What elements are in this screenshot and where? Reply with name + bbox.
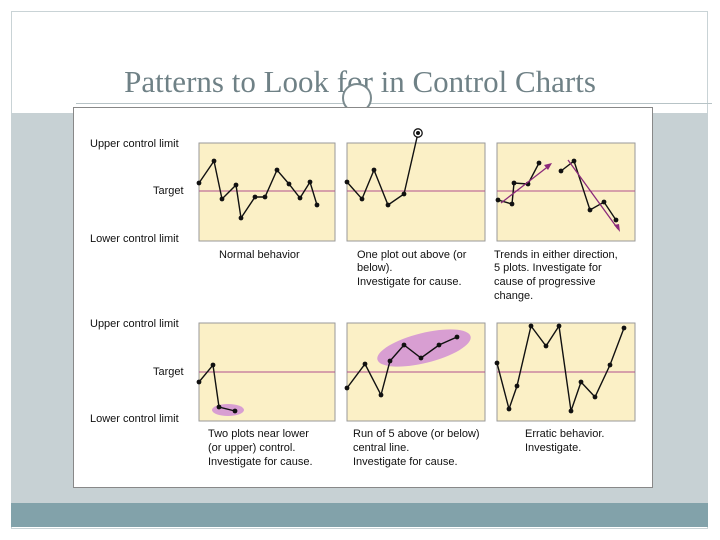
- outlier-point: [416, 131, 420, 135]
- data-point: [587, 207, 593, 213]
- panel-trends-box: [496, 142, 636, 242]
- data-point: [196, 379, 202, 385]
- panel-caption-line: central line.: [353, 442, 409, 454]
- series-line: [198, 159, 318, 220]
- panel-caption-line: (or upper) control.: [208, 442, 295, 454]
- data-point: [196, 180, 202, 186]
- data-point: [401, 342, 407, 348]
- panel-caption-line: change.: [494, 290, 533, 302]
- data-point: [578, 379, 584, 385]
- data-point: [297, 195, 303, 201]
- data-point: [219, 196, 225, 202]
- data-point: [592, 394, 598, 400]
- panel-caption-line: One plot out above (or: [357, 249, 467, 261]
- control-chart-svg: Upper control limit Target Lower control…: [90, 128, 636, 468]
- panel-one-out: One plot out above (or below). Investiga…: [344, 128, 486, 288]
- panel-caption-line: Investigate for cause.: [208, 456, 313, 468]
- upper-limit-label-top: Upper control limit: [90, 138, 179, 150]
- panel-caption-line: Normal behavior: [219, 249, 300, 261]
- data-point: [378, 392, 384, 398]
- data-point: [509, 201, 515, 207]
- data-point: [232, 408, 238, 414]
- highlight-region: [377, 329, 471, 367]
- panel-caption-line: Investigate.: [525, 442, 581, 454]
- series-line: [346, 132, 419, 207]
- data-point: [528, 323, 534, 329]
- data-point: [418, 355, 424, 361]
- data-point: [387, 358, 393, 364]
- target-label-bottom: Target: [153, 366, 184, 378]
- panel-two-near: Two plots near lower (or upper) control.…: [196, 322, 336, 468]
- panel-run-five: Run of 5 above (or below) central line. …: [344, 322, 486, 468]
- panel-erratic: Erratic behavior. Investigate.: [494, 322, 636, 454]
- data-point: [233, 182, 239, 188]
- control-chart-figure: Upper control limit Target Lower control…: [73, 107, 653, 488]
- data-point: [252, 194, 258, 200]
- title-underline: [76, 103, 712, 104]
- data-point: [362, 361, 368, 367]
- panel-caption-line: Run of 5 above (or below): [353, 428, 480, 440]
- data-point: [558, 168, 564, 174]
- data-point: [262, 194, 268, 200]
- data-point: [494, 360, 500, 366]
- trend-arrow-down: [567, 159, 619, 230]
- target-label-top: Target: [153, 185, 184, 197]
- panel-caption-line: cause of progressive: [494, 276, 596, 288]
- data-point: [536, 160, 542, 166]
- data-point: [543, 343, 549, 349]
- panel-normal: Normal behavior: [196, 142, 336, 261]
- data-point: [495, 197, 501, 203]
- data-point: [454, 334, 460, 340]
- data-point: [514, 383, 520, 389]
- slide-footer-bar: [11, 503, 708, 527]
- panel-caption-line: Two plots near lower: [208, 428, 309, 440]
- panel-caption-line: Investigate for cause.: [353, 456, 458, 468]
- data-point: [607, 362, 613, 368]
- panel-caption-line: Erratic behavior.: [525, 428, 604, 440]
- series-line: [346, 336, 458, 397]
- data-point: [286, 181, 292, 187]
- data-point: [568, 408, 574, 414]
- data-point: [211, 158, 217, 164]
- data-point: [385, 202, 391, 208]
- data-point: [238, 215, 244, 221]
- trend-arrow-up: [500, 164, 551, 204]
- upper-limit-label-bottom: Upper control limit: [90, 318, 179, 330]
- arrowhead-down-icon: [614, 224, 620, 232]
- data-point: [216, 404, 222, 410]
- arrowhead-up-icon: [544, 163, 552, 170]
- lower-limit-label-top: Lower control limit: [90, 233, 179, 245]
- panel-caption-line: Investigate for cause.: [357, 276, 462, 288]
- panel-one-out-box: [346, 142, 486, 242]
- panel-caption-line: Trends in either direction,: [494, 249, 618, 261]
- highlight-region: [212, 404, 244, 416]
- data-point: [436, 342, 442, 348]
- data-point: [359, 196, 365, 202]
- panel-trends: Trends in either direction, 5 plots. Inv…: [494, 142, 636, 302]
- data-point: [511, 180, 517, 186]
- data-point: [506, 406, 512, 412]
- data-point: [314, 202, 320, 208]
- data-point: [601, 199, 607, 205]
- lower-limit-label-bottom: Lower control limit: [90, 413, 179, 425]
- data-point: [621, 325, 627, 331]
- data-point: [556, 323, 562, 329]
- panel-caption-line: below).: [357, 262, 392, 274]
- data-point: [371, 167, 377, 173]
- series-line: [198, 363, 236, 412]
- data-point: [307, 179, 313, 185]
- data-point: [571, 158, 577, 164]
- data-point: [210, 362, 216, 368]
- panel-caption-line: 5 plots. Investigate for: [494, 262, 602, 274]
- data-point: [401, 191, 407, 197]
- data-point: [274, 167, 280, 173]
- data-point: [344, 385, 350, 391]
- data-point: [613, 217, 619, 223]
- data-point: [344, 179, 350, 185]
